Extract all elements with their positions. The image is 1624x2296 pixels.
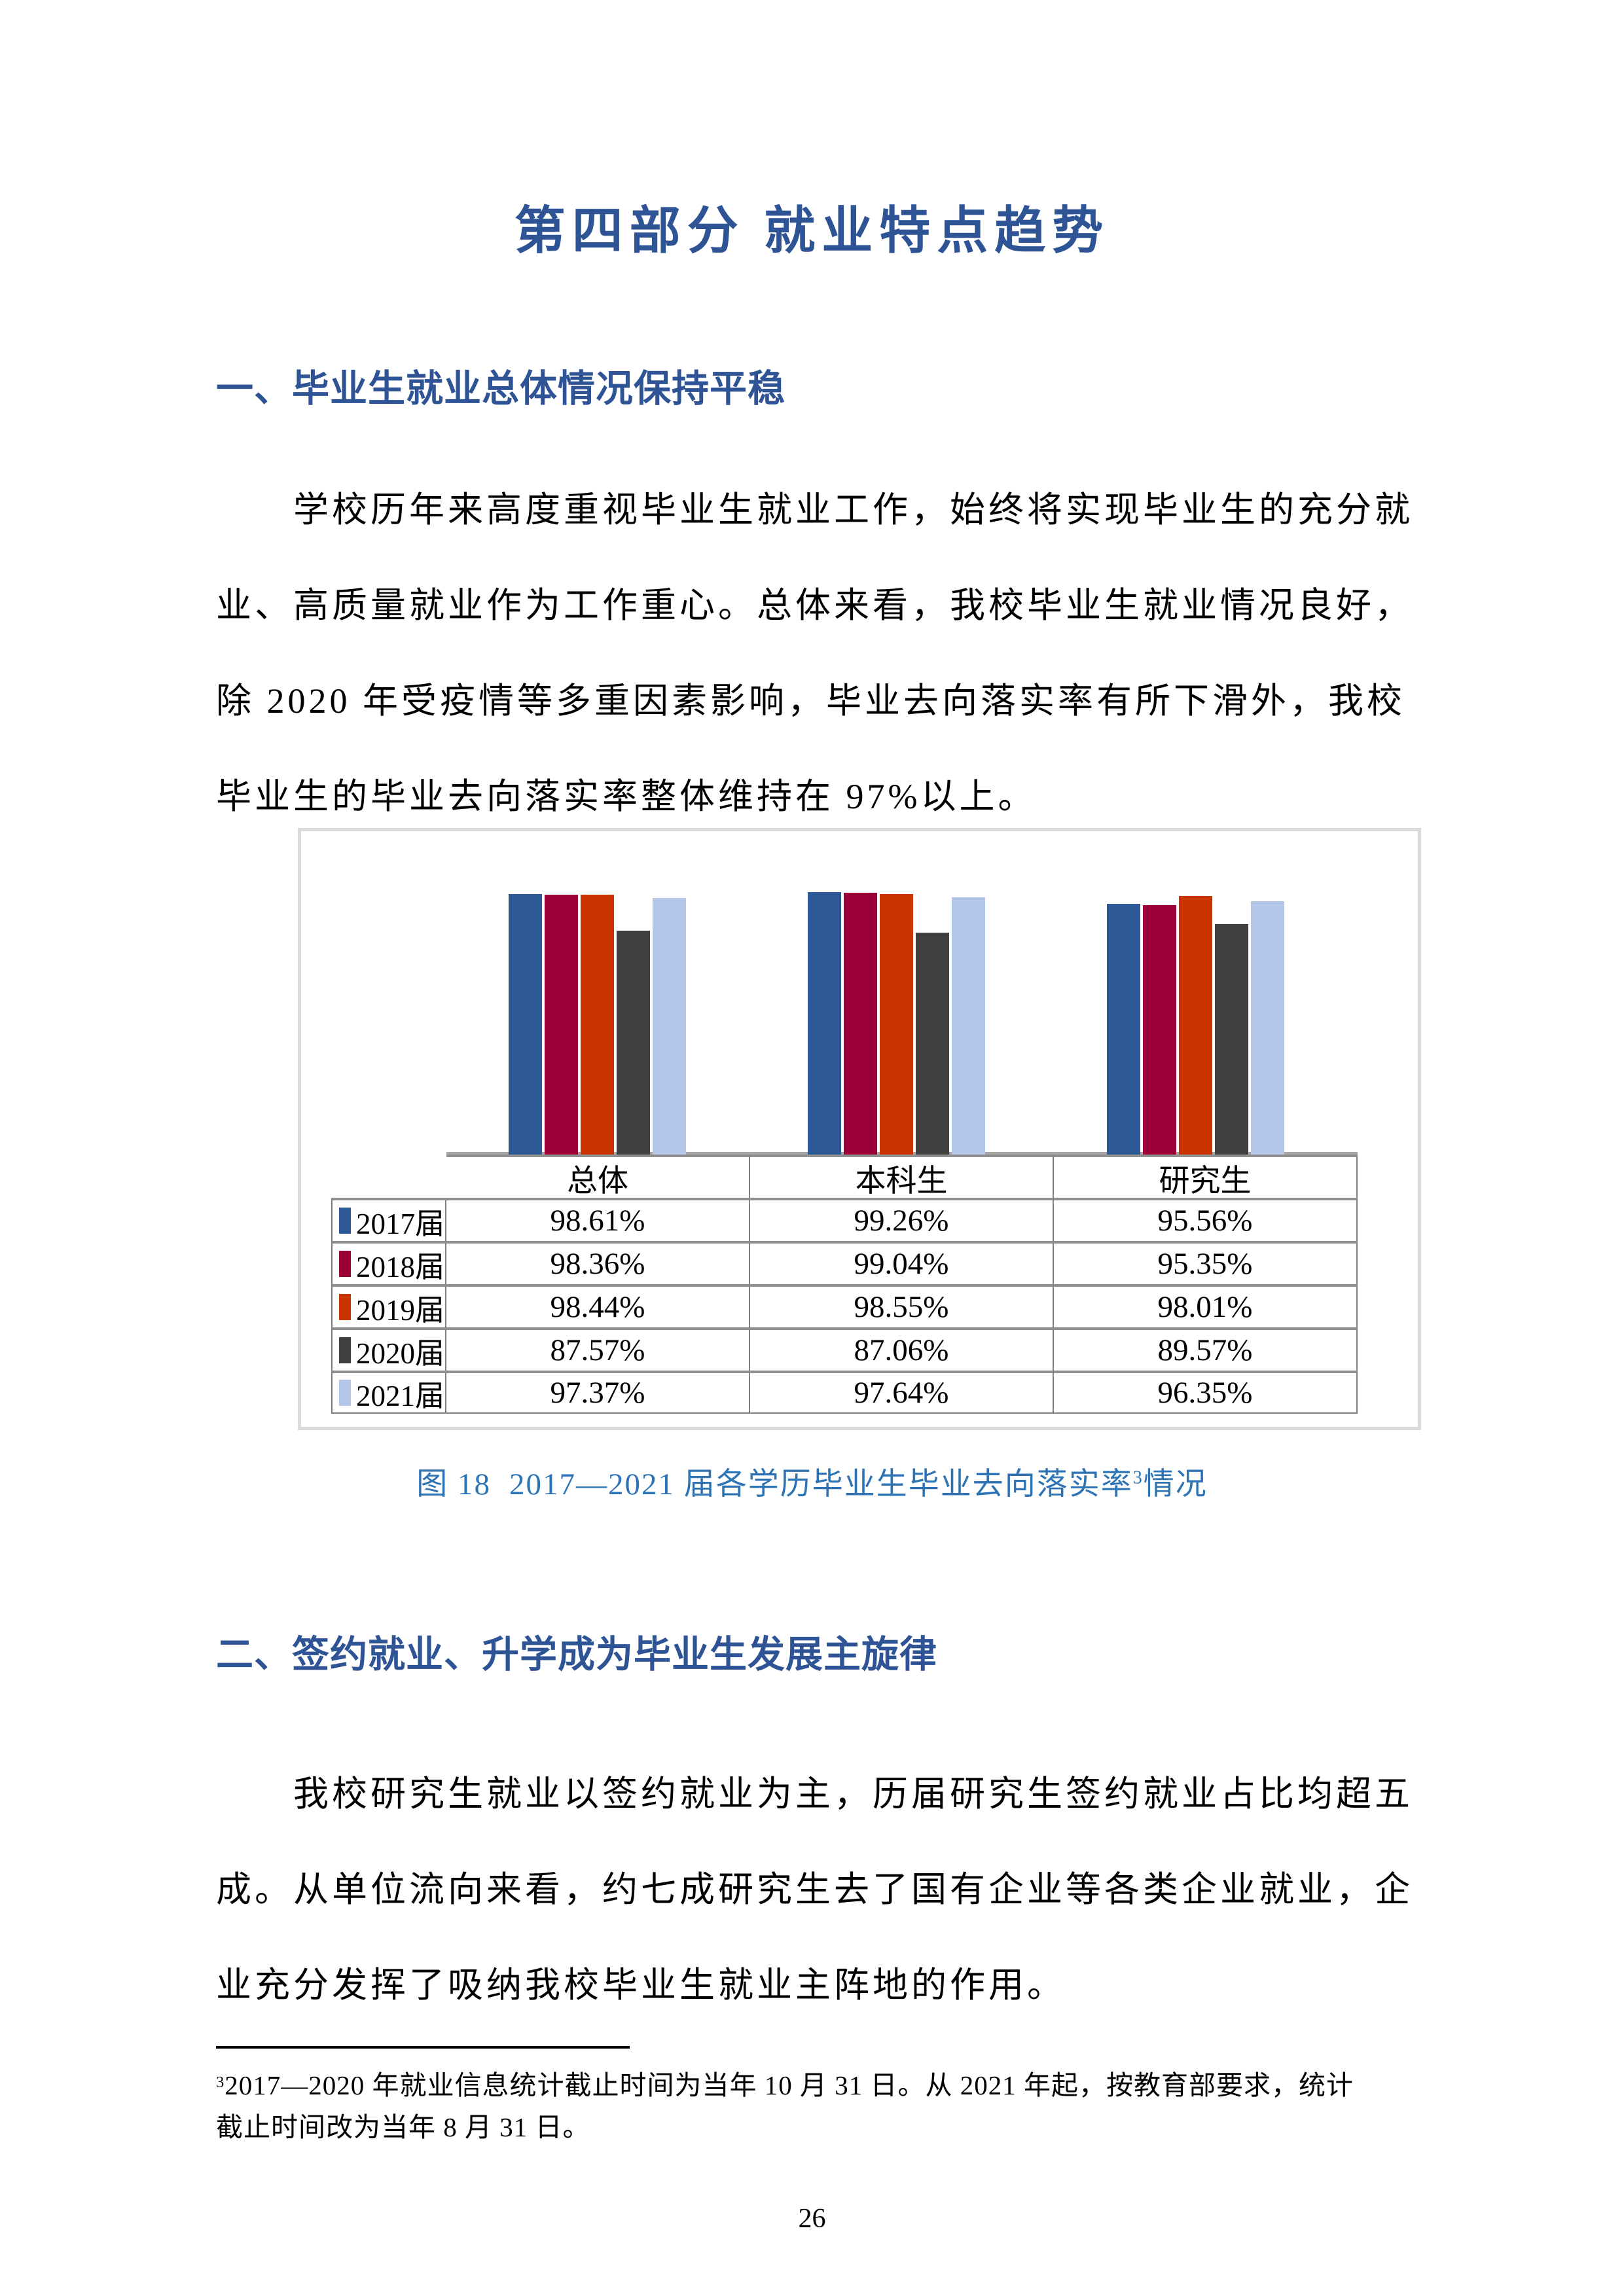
table-corner-spacer xyxy=(331,1155,446,1198)
table-header-研究生: 研究生 xyxy=(1054,1155,1358,1198)
table-value-2020届-本科生: 87.06% xyxy=(750,1327,1054,1371)
table-value-2017届-研究生: 95.56% xyxy=(1054,1198,1358,1241)
figure-18: 总体 本科生 研究生 2017届 98.61% 99.26% 95.56% 2018届 98.3… xyxy=(298,828,1421,1430)
footnote-separator xyxy=(216,2046,630,2049)
paragraph-line: 我校研究生就业以签约就业为主，历届研究生签约就业占比均超五 xyxy=(293,1774,1413,1814)
legend-label: 2017届 xyxy=(356,1207,445,1240)
bar-2020届-研究生 xyxy=(1215,924,1248,1155)
section-2-heading: 二、签约就业、升学成为毕业生发展主旋律 xyxy=(216,1634,937,1676)
bar-2017届-研究生 xyxy=(1107,904,1140,1155)
table-value-2019届-本科生: 98.55% xyxy=(750,1284,1054,1327)
bar-2021届-总体 xyxy=(653,898,686,1155)
table-header-总体: 总体 xyxy=(446,1155,750,1198)
section-1-heading: 一、毕业生就业总体情况保持平稳 xyxy=(216,368,785,410)
bar-2019届-总体 xyxy=(581,895,614,1155)
legend-marker-2017届 xyxy=(339,1208,351,1234)
table-value-2018届-本科生: 99.04% xyxy=(750,1241,1054,1284)
legend-label: 2021届 xyxy=(356,1379,445,1412)
section-1-paragraph: 学校历年来高度重视毕业生就业工作，始终将实现毕业生的充分就业、高质量就业作为工作… xyxy=(216,458,1417,840)
figure-caption: 图 18 2017—2021 届各学历毕业生毕业去向落实率3情况 xyxy=(0,1458,1624,1503)
paragraph-line: 业充分发挥了吸纳我校毕业生就业主阵地的作用。 xyxy=(216,1965,1066,2005)
table-legend-2020届: 2020届 xyxy=(331,1327,446,1371)
footnote-ref: 3 xyxy=(216,2073,225,2091)
paragraph-line: 成。从单位流向来看，约七成研究生去了国有企业等各类企业就业，企 xyxy=(216,1869,1413,1909)
table-value-2017届-总体: 98.61% xyxy=(446,1198,750,1241)
legend-marker-2020届 xyxy=(339,1337,351,1363)
figure-caption-footnote-ref: 3 xyxy=(1132,1467,1144,1488)
figure-caption-text: 2017—2021 届各学历毕业生毕业去向落实率 xyxy=(509,1467,1133,1501)
bar-2019届-本科生 xyxy=(880,894,913,1155)
table-value-2018届-研究生: 95.35% xyxy=(1054,1241,1358,1284)
page-title: 第四部分 就业特点趋势 xyxy=(514,202,1110,259)
bar-2017届-总体 xyxy=(509,894,542,1155)
table-legend-2018届: 2018届 xyxy=(331,1241,446,1284)
bar-2018届-本科生 xyxy=(844,893,877,1155)
page-number: 26 xyxy=(798,2204,826,2234)
table-header-本科生: 本科生 xyxy=(750,1155,1054,1198)
section-2-paragraph: 我校研究生就业以签约就业为主，历届研究生签约就业占比均超五成。从单位流向来看，约… xyxy=(216,1742,1417,2029)
table-legend-2021届: 2021届 xyxy=(331,1371,446,1414)
chart-data-table: 总体 本科生 研究生 2017届 98.61% 99.26% 95.56% 2018届 98.3… xyxy=(331,1155,1358,1414)
table-value-2021届-总体: 97.37% xyxy=(446,1371,750,1414)
legend-label: 2020届 xyxy=(356,1336,445,1370)
table-value-2021届-研究生: 96.35% xyxy=(1054,1371,1358,1414)
table-value-2019届-总体: 98.44% xyxy=(446,1284,750,1327)
bar-2019届-研究生 xyxy=(1179,896,1212,1155)
footnote-line: 3 2017—2020 年就业信息统计截止时间为当年 10 月 31 日。从 2… xyxy=(216,2070,1354,2100)
bar-2020届-本科生 xyxy=(916,933,949,1155)
paragraph-line: 毕业生的毕业去向落实率整体维持在 97%以上。 xyxy=(216,776,1037,816)
legend-marker-2018届 xyxy=(339,1251,351,1277)
table-value-2019届-研究生: 98.01% xyxy=(1054,1284,1358,1327)
figure-caption-tail: 情况 xyxy=(1143,1467,1208,1501)
bar-2017届-本科生 xyxy=(808,892,841,1155)
table-value-2021届-本科生: 97.64% xyxy=(750,1371,1054,1414)
bar-2018届-研究生 xyxy=(1143,905,1176,1155)
bar-2021届-本科生 xyxy=(952,897,985,1155)
footnote: 3 2017—2020 年就业信息统计截止时间为当年 10 月 31 日。从 2… xyxy=(216,2062,1417,2145)
table-legend-2019届: 2019届 xyxy=(331,1284,446,1327)
bar-2018届-总体 xyxy=(545,895,578,1155)
paragraph-line: 业、高质量就业作为工作重心。总体来看，我校毕业生就业情况良好， xyxy=(216,585,1413,625)
table-value-2018届-总体: 98.36% xyxy=(446,1241,750,1284)
table-value-2020届-研究生: 89.57% xyxy=(1054,1327,1358,1371)
table-value-2020届-总体: 87.57% xyxy=(446,1327,750,1371)
bar-2020届-总体 xyxy=(617,931,650,1155)
table-legend-2017届: 2017届 xyxy=(331,1198,446,1241)
paragraph-line: 学校历年来高度重视毕业生就业工作，始终将实现毕业生的充分就 xyxy=(293,490,1413,529)
legend-label: 2019届 xyxy=(356,1293,445,1327)
bar-2021届-研究生 xyxy=(1251,901,1284,1155)
figure-caption-label: 图 18 xyxy=(416,1467,491,1501)
legend-marker-2019届 xyxy=(339,1294,351,1320)
legend-label: 2018届 xyxy=(356,1250,445,1283)
paragraph-line: 除 2020 年受疫情等多重因素影响，毕业去向落实率有所下滑外，我校 xyxy=(216,681,1405,721)
chart-plot xyxy=(301,831,1418,1155)
footnote-line: 截止时间改为当年 8 月 31 日。 xyxy=(216,2112,590,2142)
legend-marker-2021届 xyxy=(339,1380,351,1406)
table-value-2017届-本科生: 99.26% xyxy=(750,1198,1054,1241)
